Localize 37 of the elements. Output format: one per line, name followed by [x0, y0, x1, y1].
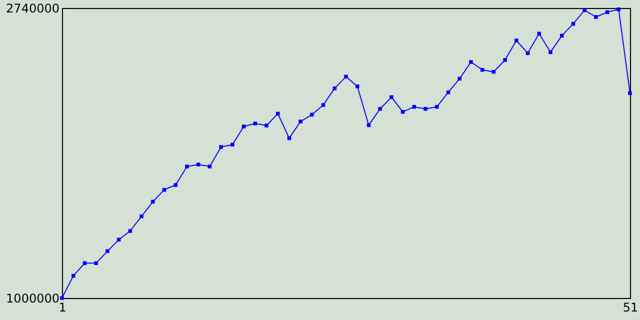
x-tick-label: 51	[622, 300, 638, 314]
point	[594, 15, 598, 19]
point	[242, 124, 246, 128]
line-series	[60, 7, 632, 300]
point	[208, 164, 212, 168]
point	[344, 74, 348, 79]
point	[548, 50, 552, 54]
point	[128, 229, 132, 233]
point	[537, 32, 541, 36]
point	[264, 124, 268, 128]
point	[514, 38, 518, 42]
point	[253, 122, 257, 126]
point	[174, 183, 178, 187]
point	[390, 95, 394, 100]
point	[503, 58, 507, 62]
point	[378, 106, 382, 111]
point	[424, 106, 428, 111]
point	[321, 103, 326, 107]
point	[106, 249, 110, 254]
point	[458, 76, 462, 81]
point	[310, 112, 314, 117]
point	[582, 8, 586, 12]
point	[94, 261, 98, 266]
point	[298, 120, 302, 124]
point	[196, 162, 200, 166]
point	[219, 145, 223, 149]
point	[151, 200, 155, 204]
point	[435, 104, 439, 109]
x-tick-label: 1	[58, 300, 66, 314]
point	[230, 142, 234, 147]
point	[469, 60, 473, 64]
point	[140, 214, 144, 218]
y-tick-label: 1000000	[6, 292, 60, 306]
point	[185, 164, 189, 168]
point	[628, 91, 632, 96]
point	[60, 296, 64, 300]
y-tick-label: 2740000	[6, 2, 60, 16]
